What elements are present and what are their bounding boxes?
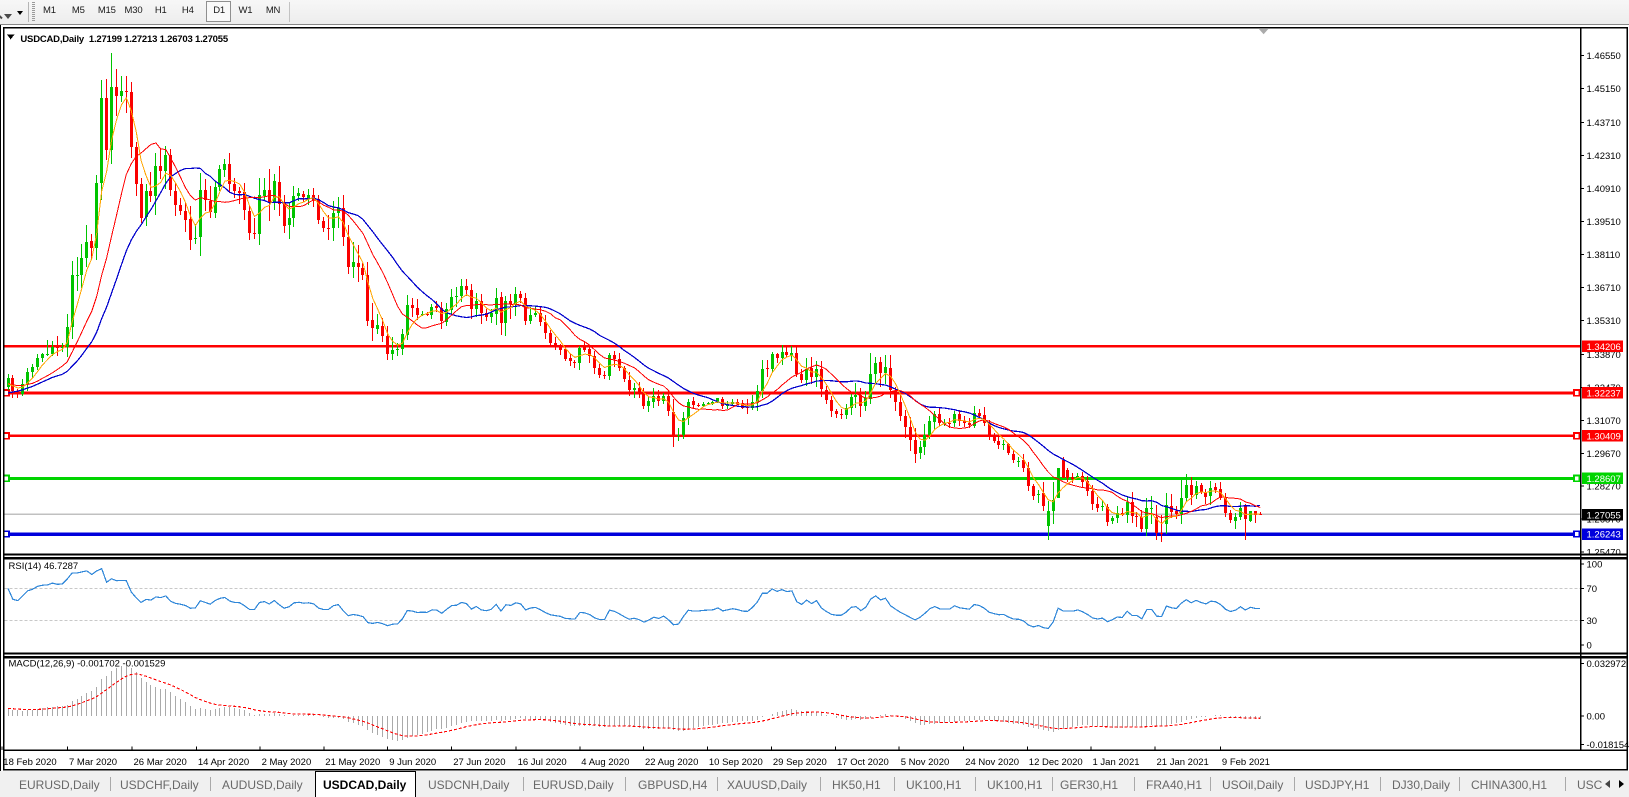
svg-text:0: 0 — [1587, 640, 1592, 651]
svg-text:-0.018154: -0.018154 — [1587, 740, 1629, 751]
svg-text:1.45150: 1.45150 — [1587, 84, 1621, 95]
svg-text:1.32237: 1.32237 — [1587, 388, 1621, 399]
svg-text:1.30409: 1.30409 — [1587, 431, 1621, 442]
svg-text:4 Aug 2020: 4 Aug 2020 — [581, 757, 629, 768]
svg-text:21 Jan 2021: 21 Jan 2021 — [1157, 757, 1209, 768]
svg-text:RSI(14) 46.7287: RSI(14) 46.7287 — [9, 561, 79, 572]
svg-text:1.29670: 1.29670 — [1587, 449, 1621, 460]
svg-text:70: 70 — [1587, 584, 1598, 595]
svg-text:9 Feb 2021: 9 Feb 2021 — [1222, 757, 1270, 768]
svg-text:0.032972: 0.032972 — [1587, 659, 1627, 670]
svg-text:1 Jan 2021: 1 Jan 2021 — [1093, 757, 1140, 768]
svg-text:1.28607: 1.28607 — [1587, 474, 1621, 485]
svg-text:1.26243: 1.26243 — [1587, 530, 1621, 541]
svg-text:1.25470: 1.25470 — [1587, 548, 1621, 559]
svg-text:7 Mar 2020: 7 Mar 2020 — [69, 757, 117, 768]
svg-text:0.00: 0.00 — [1587, 711, 1606, 722]
svg-text:5 Nov 2020: 5 Nov 2020 — [901, 757, 950, 768]
svg-text:10 Sep 2020: 10 Sep 2020 — [709, 757, 763, 768]
svg-text:26 Mar 2020: 26 Mar 2020 — [134, 757, 187, 768]
svg-text:1.27055: 1.27055 — [1587, 511, 1621, 522]
svg-text:16 Jul 2020: 16 Jul 2020 — [518, 757, 567, 768]
svg-text:2 May 2020: 2 May 2020 — [262, 757, 312, 768]
svg-text:1.42310: 1.42310 — [1587, 151, 1621, 162]
svg-text:22 Aug 2020: 22 Aug 2020 — [645, 757, 698, 768]
svg-text:21 May 2020: 21 May 2020 — [325, 757, 380, 768]
svg-text:1.36710: 1.36710 — [1587, 283, 1621, 294]
svg-text:1.28270: 1.28270 — [1587, 482, 1621, 493]
svg-text:100: 100 — [1587, 560, 1603, 571]
svg-text:USDCAD,Daily 1.27199 1.27213: USDCAD,Daily 1.27199 1.27213 1.26703 1.2… — [20, 34, 228, 45]
svg-text:1.43710: 1.43710 — [1587, 118, 1621, 129]
svg-text:9 Jun 2020: 9 Jun 2020 — [389, 757, 436, 768]
svg-text:30: 30 — [1587, 616, 1598, 627]
svg-text:MACD(12,26,9) -0.001702 -0.001: MACD(12,26,9) -0.001702 -0.001529 — [9, 659, 166, 670]
svg-text:1.40910: 1.40910 — [1587, 184, 1621, 195]
svg-text:14 Apr 2020: 14 Apr 2020 — [198, 757, 249, 768]
svg-text:1.31070: 1.31070 — [1587, 416, 1621, 427]
svg-text:1.33870: 1.33870 — [1587, 350, 1621, 361]
svg-text:24 Nov 2020: 24 Nov 2020 — [965, 757, 1019, 768]
svg-text:17 Oct 2020: 17 Oct 2020 — [837, 757, 889, 768]
svg-text:18 Feb 2020: 18 Feb 2020 — [3, 757, 56, 768]
svg-text:1.35310: 1.35310 — [1587, 316, 1621, 327]
svg-text:29 Sep 2020: 29 Sep 2020 — [773, 757, 827, 768]
svg-text:1.46550: 1.46550 — [1587, 51, 1621, 62]
svg-text:27 Jun 2020: 27 Jun 2020 — [453, 757, 505, 768]
svg-text:12 Dec 2020: 12 Dec 2020 — [1029, 757, 1083, 768]
svg-text:1.39510: 1.39510 — [1587, 217, 1621, 228]
svg-text:1.34206: 1.34206 — [1587, 342, 1621, 353]
svg-text:1.38110: 1.38110 — [1587, 250, 1621, 261]
